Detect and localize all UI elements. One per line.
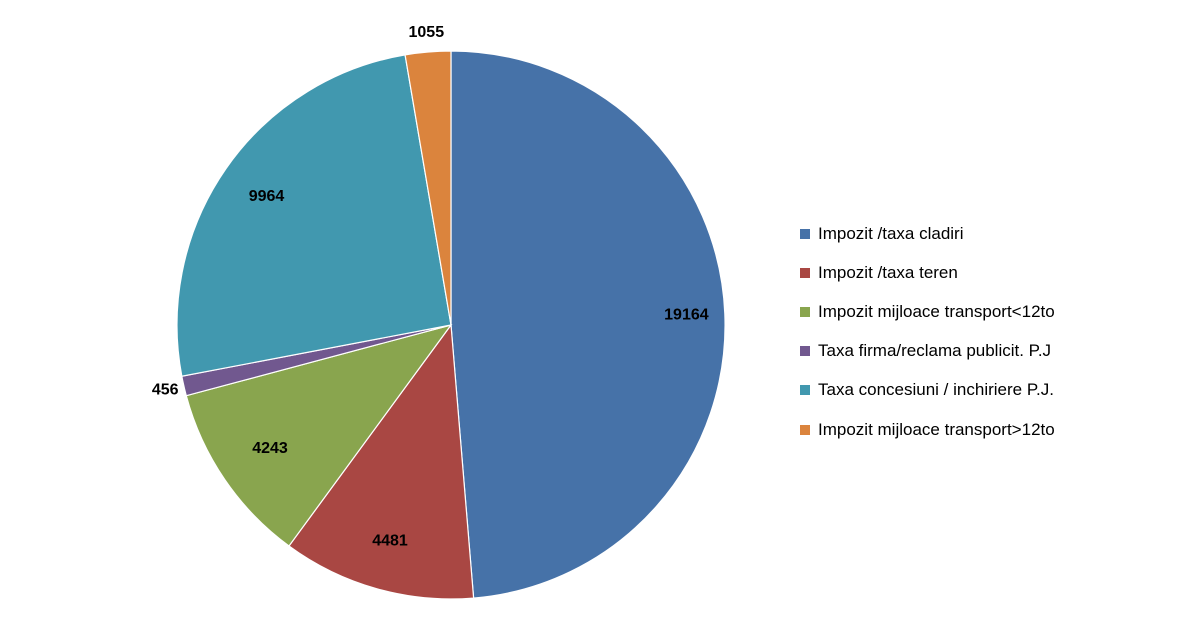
pie-data-label: 19164 xyxy=(664,307,709,324)
pie-data-label: 1055 xyxy=(409,24,445,41)
legend-label: Impozit mijloace transport>12to xyxy=(818,419,1055,439)
legend-swatch xyxy=(800,267,810,278)
legend-item: Impozit /taxa cladiri xyxy=(800,214,1055,253)
legend-label: Taxa firma/reclama publicit. P.J xyxy=(818,341,1052,361)
pie-data-label: 9964 xyxy=(249,188,285,205)
pie-slice xyxy=(176,54,452,377)
legend-label: Impozit mijloace transport<12to xyxy=(818,301,1055,321)
pie-data-label: 4243 xyxy=(252,440,288,457)
legend-item: Taxa concesiuni / inchiriere P.J. xyxy=(800,371,1055,410)
pie-data-labels: 19164 4481 4243 456 9964 1055 xyxy=(152,24,709,549)
legend-swatch xyxy=(800,306,810,317)
pie-slice xyxy=(450,50,726,599)
pie-slice xyxy=(185,323,453,547)
legend-swatch xyxy=(800,228,810,239)
legend-item: Impozit mijloace transport<12to xyxy=(800,292,1055,331)
chart-legend: Impozit /taxa cladiri Impozit /taxa tere… xyxy=(800,214,1055,449)
legend-swatch xyxy=(800,424,810,435)
legend-item: Taxa firma/reclama publicit. P.J xyxy=(800,332,1055,371)
legend-label: Taxa concesiuni / inchiriere P.J. xyxy=(818,380,1054,400)
pie-data-label: 456 xyxy=(152,382,179,399)
pie-data-label: 4481 xyxy=(372,532,408,549)
legend-label: Impozit /taxa cladiri xyxy=(818,223,964,243)
pie-slice xyxy=(288,323,475,600)
legend-item: Impozit /taxa teren xyxy=(800,253,1055,292)
pie-slice xyxy=(404,50,452,326)
pie-slices xyxy=(176,50,726,600)
legend-swatch xyxy=(800,385,810,396)
legend-swatch xyxy=(800,346,810,357)
legend-label: Impozit /taxa teren xyxy=(818,262,958,282)
legend-item: Impozit mijloace transport>12to xyxy=(800,410,1055,449)
